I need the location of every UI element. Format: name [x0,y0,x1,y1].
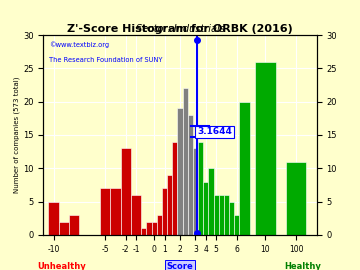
Bar [162,188,167,235]
Bar [203,182,208,235]
Text: Unhealthy: Unhealthy [37,262,86,270]
Text: Sector: Industrials: Sector: Industrials [136,24,224,34]
Bar [100,188,110,235]
Y-axis label: Number of companies (573 total): Number of companies (573 total) [14,77,20,193]
Bar [152,222,157,235]
Text: ©www.textbiz.org: ©www.textbiz.org [49,41,109,48]
Bar [255,62,275,235]
Bar [219,195,224,235]
Bar [183,88,188,235]
Bar [208,168,213,235]
Bar [141,228,147,235]
Bar [213,195,219,235]
Text: Healthy: Healthy [284,262,321,270]
Bar [234,215,239,235]
Text: The Research Foundation of SUNY: The Research Foundation of SUNY [49,57,162,63]
Bar [157,215,162,235]
Bar [172,142,177,235]
Bar [286,162,306,235]
Bar [147,222,152,235]
Bar [110,188,121,235]
Bar [131,195,141,235]
Bar [69,215,79,235]
Bar [48,202,59,235]
Text: 3.1644: 3.1644 [197,127,232,136]
Bar [229,202,234,235]
Bar [59,222,69,235]
Bar [239,102,250,235]
Bar [188,115,193,235]
Text: Score: Score [167,262,193,270]
Bar [167,175,172,235]
Bar [224,195,229,235]
Bar [121,148,131,235]
Bar [193,148,198,235]
Bar [177,108,183,235]
Title: Z'-Score Histogram for ORBK (2016): Z'-Score Histogram for ORBK (2016) [67,24,293,34]
Bar [198,142,203,235]
